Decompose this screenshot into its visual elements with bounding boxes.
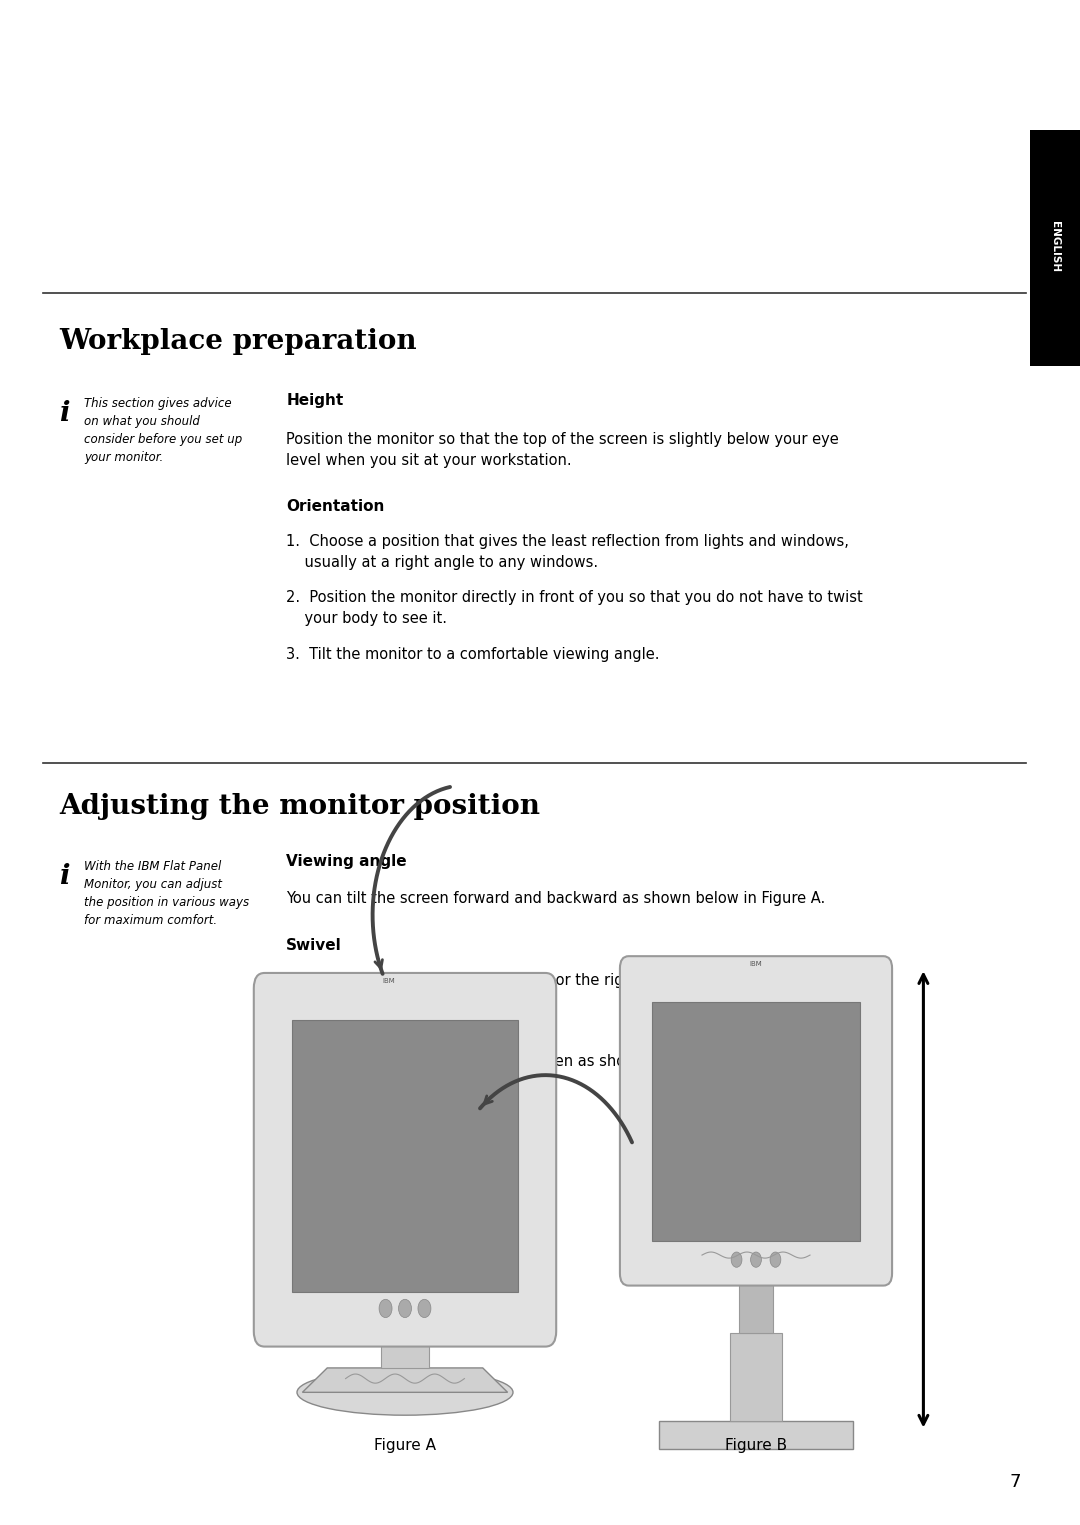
Text: Figure B: Figure B [725,1438,787,1453]
Text: Figure A: Figure A [374,1438,436,1453]
Text: i: i [59,863,70,891]
Text: IBM: IBM [750,961,762,967]
Text: Height: Height [286,1019,343,1034]
FancyBboxPatch shape [292,1020,518,1292]
FancyBboxPatch shape [254,973,556,1347]
Text: Position the monitor so that the top of the screen is slightly below your eye
le: Position the monitor so that the top of … [286,432,839,468]
FancyBboxPatch shape [739,1269,773,1333]
Text: Height: Height [286,393,343,409]
FancyBboxPatch shape [620,956,892,1286]
Text: With the IBM Flat Panel
Monitor, you can adjust
the position in various ways
for: With the IBM Flat Panel Monitor, you can… [84,860,249,927]
Text: You can tilt the screen forward and backward as shown below in Figure A.: You can tilt the screen forward and back… [286,891,825,906]
FancyBboxPatch shape [1030,130,1080,366]
Text: IBM: IBM [382,978,395,984]
Text: ENGLISH: ENGLISH [1050,221,1061,273]
Circle shape [751,1252,761,1267]
Text: This section gives advice
on what you should
consider before you set up
your mon: This section gives advice on what you sh… [84,396,243,464]
Circle shape [399,1299,411,1318]
Text: Adjusting the monitor position: Adjusting the monitor position [59,793,540,820]
Circle shape [770,1252,781,1267]
Circle shape [731,1252,742,1267]
Text: You can adjust the height of the screen as shown below in Figure B.: You can adjust the height of the screen … [286,1054,781,1069]
Ellipse shape [297,1369,513,1415]
Text: Workplace preparation: Workplace preparation [59,328,417,355]
Text: You can swivel the screen to the left or the right as shown below in Figure A.: You can swivel the screen to the left or… [286,973,847,988]
FancyBboxPatch shape [659,1421,853,1449]
FancyBboxPatch shape [652,1002,860,1241]
Circle shape [418,1299,431,1318]
Circle shape [379,1299,392,1318]
Text: Viewing angle: Viewing angle [286,854,407,869]
Text: 3.  Tilt the monitor to a comfortable viewing angle.: 3. Tilt the monitor to a comfortable vie… [286,647,660,662]
FancyBboxPatch shape [730,1333,782,1421]
Text: i: i [59,400,70,427]
Text: Swivel: Swivel [286,938,342,953]
FancyBboxPatch shape [381,1325,429,1368]
Text: 1.  Choose a position that gives the least reflection from lights and windows,
 : 1. Choose a position that gives the leas… [286,534,849,570]
Polygon shape [302,1368,508,1392]
Text: Orientation: Orientation [286,499,384,514]
Text: 7: 7 [1009,1473,1021,1491]
Text: 2.  Position the monitor directly in front of you so that you do not have to twi: 2. Position the monitor directly in fron… [286,590,863,627]
